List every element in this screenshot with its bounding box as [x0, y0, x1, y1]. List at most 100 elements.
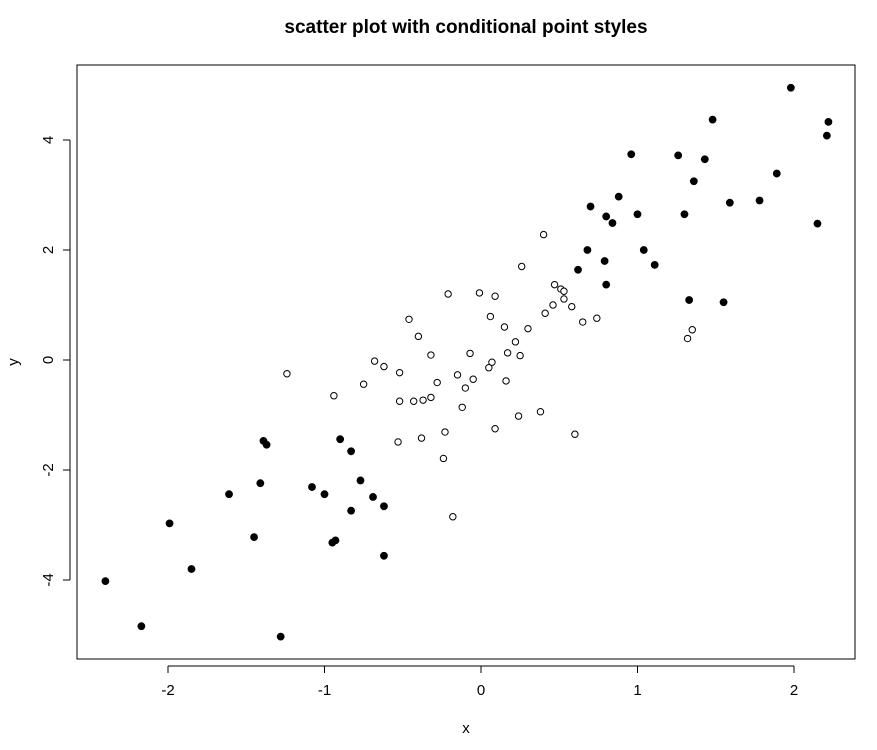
filled-point: [689, 177, 698, 186]
y-tick-label: 0: [40, 356, 57, 364]
open-point: [539, 230, 548, 239]
filled-point: [824, 117, 833, 126]
open-point: [370, 357, 379, 365]
open-point: [395, 368, 404, 377]
open-point: [524, 324, 532, 333]
open-point: [541, 309, 549, 317]
filled-point: [137, 622, 146, 631]
open-point: [405, 315, 413, 323]
x-tick-label: -1: [318, 682, 331, 699]
filled-point: [719, 298, 728, 307]
open-point: [441, 428, 449, 436]
filled-point: [320, 490, 329, 499]
open-point: [283, 370, 291, 378]
filled-point: [308, 483, 316, 491]
open-point: [394, 438, 402, 446]
open-point: [461, 384, 470, 392]
y-axis: -4 -2 0 2 4: [40, 136, 71, 587]
open-point: [560, 287, 568, 295]
y-tick-label: -4: [40, 573, 57, 586]
filled-point: [586, 202, 595, 211]
chart-title: scatter plot with conditional point styl…: [284, 17, 647, 38]
x-tick-label: 1: [633, 682, 641, 699]
filled-point: [356, 476, 365, 485]
open-point: [536, 408, 545, 416]
open-point: [466, 349, 474, 358]
filled-point: [101, 577, 110, 585]
open-point: [330, 392, 338, 400]
filled-point: [256, 479, 265, 488]
filled-point: [674, 151, 683, 160]
filled-point: [725, 198, 734, 207]
filled-point: [755, 196, 764, 205]
x-tick-label: -2: [161, 682, 174, 699]
open-point: [486, 312, 495, 321]
filled-point: [813, 219, 822, 228]
filled-point: [276, 632, 285, 641]
filled-point: [602, 212, 611, 221]
data-points: [101, 83, 833, 641]
open-point: [458, 403, 466, 411]
filled-point: [347, 506, 356, 515]
filled-point: [380, 551, 388, 560]
y-tick-label: 4: [40, 136, 57, 144]
plot-frame: [76, 64, 856, 660]
open-point: [688, 326, 696, 334]
open-point: [380, 362, 388, 371]
y-tick-label: 2: [40, 246, 57, 254]
open-point: [359, 380, 368, 388]
open-point: [516, 351, 524, 360]
filled-point: [250, 533, 258, 541]
open-point: [491, 425, 499, 433]
filled-point: [602, 280, 611, 289]
filled-point: [187, 565, 196, 573]
filled-point: [262, 440, 271, 449]
open-point: [433, 378, 441, 387]
filled-point: [627, 150, 636, 159]
filled-point: [786, 83, 795, 92]
y-axis-label: y: [5, 358, 22, 366]
open-point: [439, 454, 448, 463]
open-point: [579, 318, 587, 326]
filled-point: [369, 493, 377, 501]
open-point: [449, 513, 457, 521]
x-axis: -2 -1 0 1 2: [161, 665, 798, 699]
x-axis-label: x: [462, 720, 470, 737]
filled-point: [328, 538, 337, 547]
filled-point: [583, 246, 592, 254]
open-point: [414, 332, 423, 341]
open-point: [568, 302, 576, 311]
open-point: [491, 292, 499, 300]
open-point: [427, 393, 435, 402]
filled-point: [347, 447, 356, 456]
open-point: [550, 280, 559, 289]
filled-point: [639, 246, 648, 254]
filled-point: [574, 265, 582, 274]
filled-point: [380, 502, 388, 511]
open-point: [500, 323, 509, 331]
x-tick-label: 2: [790, 682, 798, 699]
filled-point: [633, 210, 642, 219]
filled-point: [700, 155, 709, 164]
filled-point: [685, 296, 694, 304]
open-point: [593, 314, 601, 322]
filled-point: [336, 435, 345, 444]
filled-point: [600, 257, 609, 265]
open-point: [511, 338, 520, 346]
x-tick-label: 0: [477, 682, 485, 699]
filled-point: [680, 210, 689, 219]
open-point: [560, 295, 568, 303]
open-point: [395, 397, 404, 405]
y-tick-label: -2: [40, 463, 57, 476]
open-point: [503, 349, 512, 357]
filled-point: [165, 519, 174, 528]
open-point: [419, 396, 427, 404]
open-point: [453, 371, 462, 379]
filled-point: [614, 192, 623, 201]
open-point: [444, 290, 452, 298]
filled-point: [708, 115, 717, 124]
filled-point: [822, 131, 831, 140]
open-point: [469, 375, 477, 383]
